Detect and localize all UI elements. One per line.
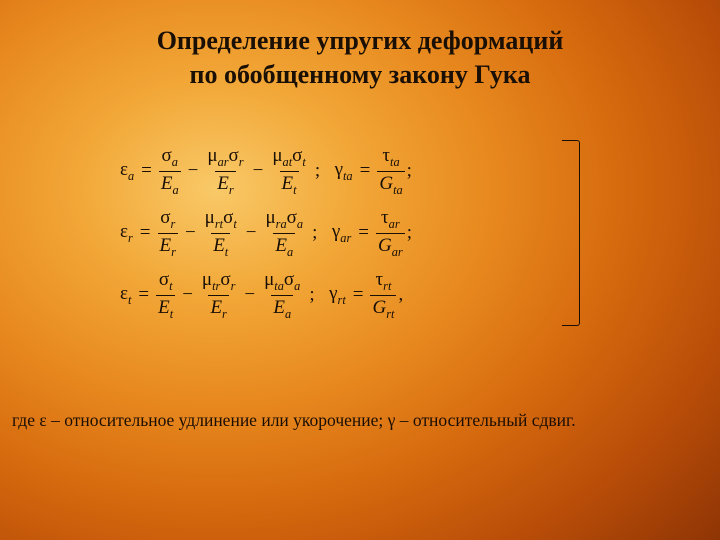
footer-eps: ε bbox=[39, 410, 46, 430]
footer-mid1: – относительное удлинение или укорочение… bbox=[47, 410, 388, 430]
right-brace bbox=[562, 140, 580, 326]
equation-row: εr=σrEr−μrtσtEt−μraσaEa; γar=τarGar; bbox=[120, 202, 415, 264]
footer-mid2: – относительный сдвиг. bbox=[395, 410, 575, 430]
slide-title: Определение упругих деформаций по обобще… bbox=[0, 0, 720, 92]
title-line-1: Определение упругих деформаций bbox=[0, 24, 720, 58]
footer-pre: где bbox=[12, 410, 39, 430]
equation-row: εt=σtEt−μtrσrEr−μtaσaEa; γrt=τrtGrt, bbox=[120, 264, 415, 326]
title-line-2: по обобщенному закону Гука bbox=[0, 58, 720, 92]
equation-row: εa=σaEa−μarσrEr−μatσtEt; γta=τtaGta; bbox=[120, 140, 415, 202]
equation-block: εa=σaEa−μarσrEr−μatσtEt; γta=τtaGta;εr=σ… bbox=[120, 140, 415, 326]
footer-caption: где ε – относительное удлинение или укор… bbox=[12, 410, 576, 431]
